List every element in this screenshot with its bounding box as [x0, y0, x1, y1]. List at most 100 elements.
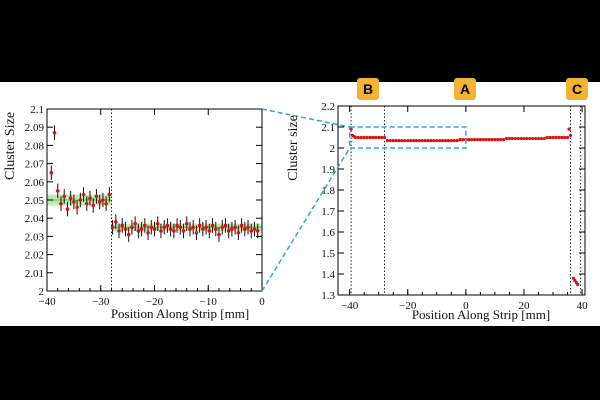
data-point	[368, 135, 372, 140]
data-point	[504, 136, 509, 141]
data-point	[539, 136, 544, 141]
data-point	[519, 136, 523, 141]
data-point	[133, 221, 137, 226]
zoom-x-axis-label: Position Along Strip [mm]	[111, 306, 249, 321]
data-point	[233, 225, 237, 230]
data-point	[172, 229, 176, 233]
data-point	[362, 135, 366, 140]
data-point	[149, 225, 154, 230]
data-point	[223, 223, 228, 228]
data-point	[126, 232, 131, 237]
y-tick-label: 2.08	[25, 140, 45, 152]
data-point	[565, 135, 570, 140]
data-point	[478, 138, 482, 142]
data-point	[371, 135, 375, 140]
data-point	[420, 139, 424, 143]
data-point	[563, 135, 567, 140]
data-point	[411, 139, 416, 143]
data-point	[507, 136, 512, 141]
y-tick-label: 2.07	[25, 159, 45, 171]
y-tick-label: 2.03	[25, 231, 45, 243]
data-point	[249, 229, 254, 233]
data-point	[475, 138, 480, 142]
data-point	[452, 139, 456, 143]
data-point	[429, 139, 433, 143]
data-point	[423, 139, 427, 143]
data-point	[493, 138, 497, 142]
y-tick-label: 2.01	[25, 268, 44, 280]
x-tick-label: −20	[399, 300, 417, 312]
data-point	[557, 135, 561, 140]
data-point	[458, 138, 462, 142]
data-point	[65, 207, 70, 211]
y-tick-label: 2.2	[321, 101, 335, 113]
data-point	[545, 135, 549, 140]
data-point	[443, 139, 448, 143]
data-point	[136, 229, 141, 233]
data-point	[175, 223, 179, 228]
y-tick-label: 2	[39, 286, 45, 298]
data-point	[487, 138, 491, 142]
region-b-badge: B	[357, 78, 379, 100]
data-point	[81, 192, 86, 197]
data-point	[210, 223, 215, 228]
data-point	[499, 138, 503, 142]
data-point	[204, 225, 208, 230]
y-tick-label: 1.3	[321, 290, 335, 302]
data-point	[446, 139, 451, 143]
data-point	[502, 138, 506, 142]
data-point	[91, 203, 96, 208]
data-point	[542, 136, 546, 141]
data-point	[548, 135, 552, 140]
data-point	[255, 229, 260, 233]
data-point	[197, 223, 202, 228]
zoom-box	[348, 126, 467, 149]
data-point	[382, 135, 387, 140]
data-point	[397, 139, 401, 143]
data-point	[114, 220, 118, 224]
data-point	[525, 136, 529, 141]
zoom-connectors	[261, 108, 467, 292]
data-point	[388, 139, 392, 143]
y-tick-label: 2.05	[25, 195, 45, 207]
data-point	[490, 138, 494, 142]
data-point	[551, 135, 555, 140]
data-point	[353, 135, 358, 140]
data-point	[576, 282, 580, 287]
data-point	[365, 135, 369, 140]
data-point	[236, 230, 241, 235]
data-point	[496, 138, 500, 142]
data-point	[449, 139, 453, 143]
data-point	[568, 133, 573, 137]
data-point	[191, 225, 195, 230]
data-point	[178, 225, 183, 230]
data-point	[536, 136, 541, 141]
data-point	[377, 135, 381, 140]
data-point	[104, 201, 108, 206]
y-tick-label: 2.09	[25, 122, 45, 134]
data-point	[432, 139, 436, 143]
zoom-connector-top	[261, 108, 350, 128]
data-point	[181, 229, 186, 233]
zoom-connector-bottom	[261, 147, 351, 292]
data-point	[146, 230, 150, 235]
x-tick-label: −40	[38, 296, 56, 308]
data-point	[168, 227, 173, 231]
data-point	[560, 135, 564, 140]
data-point	[68, 196, 73, 200]
data-point	[184, 221, 189, 226]
data-point	[143, 223, 147, 228]
data-point	[441, 139, 445, 143]
data-point	[165, 223, 170, 228]
x-tick-label: −20	[146, 296, 164, 308]
data-point	[246, 225, 250, 230]
data-point	[567, 127, 571, 131]
x-tick-label: −10	[200, 296, 218, 308]
data-point	[201, 227, 205, 231]
data-point	[162, 225, 166, 230]
data-point	[554, 135, 558, 140]
y-tick-label: 1.4	[321, 269, 335, 281]
data-point	[194, 230, 199, 235]
data-point	[59, 201, 63, 206]
